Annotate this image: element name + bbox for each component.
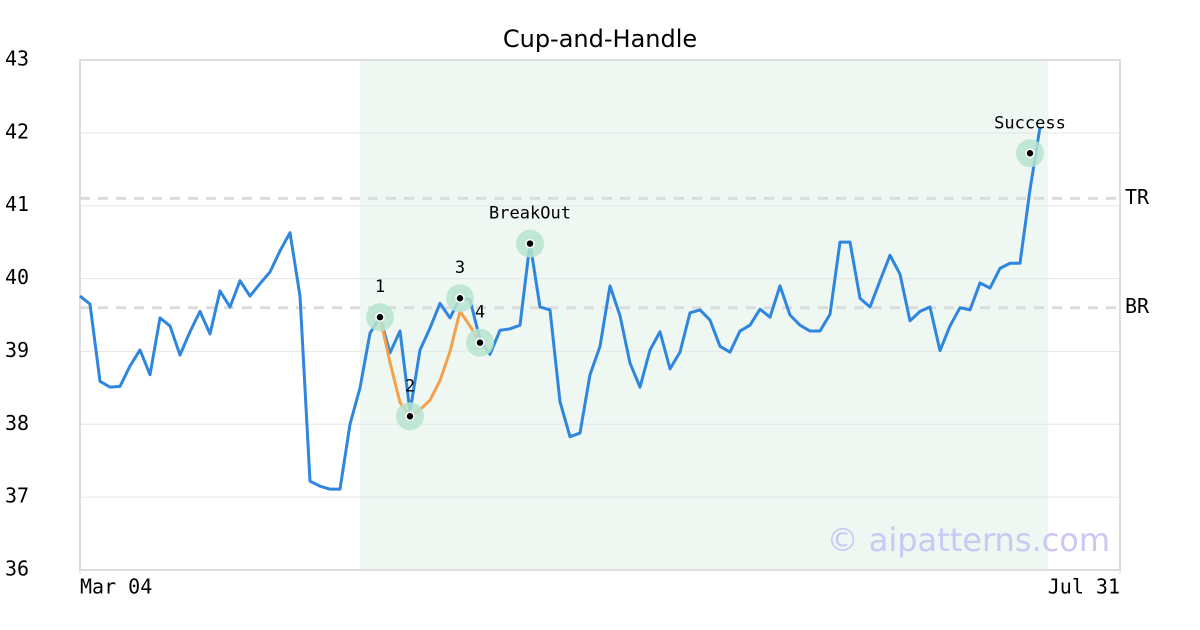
reference-label: BR xyxy=(1125,294,1150,318)
y-tick-label: 42 xyxy=(5,119,29,143)
pattern-point-label: 3 xyxy=(455,258,465,278)
pattern-point xyxy=(455,293,465,303)
y-tick-label: 40 xyxy=(5,265,29,289)
y-tick-label: 41 xyxy=(5,192,29,216)
price-line xyxy=(79,126,1042,491)
x-tick-label: Jul 31 xyxy=(1048,575,1120,599)
reference-label: TR xyxy=(1125,185,1150,209)
pattern-point xyxy=(525,238,535,249)
pattern-point-label: BreakOut xyxy=(489,204,571,224)
y-tick-label: 39 xyxy=(5,338,29,362)
pattern-point-label: Success xyxy=(994,113,1066,133)
x-tick-label: Mar 04 xyxy=(80,575,152,599)
watermark: © aipatterns.com xyxy=(827,521,1110,559)
y-tick-label: 36 xyxy=(5,557,29,581)
pattern-point-label: 2 xyxy=(405,376,415,396)
pattern-point-label: 4 xyxy=(475,303,485,323)
pattern-point xyxy=(1025,148,1035,159)
y-tick-label: 37 xyxy=(5,484,29,508)
y-tick-label: 43 xyxy=(5,47,29,71)
chart-title: Cup-and-Handle xyxy=(503,25,697,53)
pattern-point xyxy=(405,411,415,422)
pattern-point-label: 1 xyxy=(375,277,385,297)
plot-frame xyxy=(79,59,1121,571)
y-tick-label: 38 xyxy=(5,411,29,435)
pattern-point xyxy=(475,337,485,348)
price-line xyxy=(378,309,482,419)
pattern-point xyxy=(375,312,385,322)
